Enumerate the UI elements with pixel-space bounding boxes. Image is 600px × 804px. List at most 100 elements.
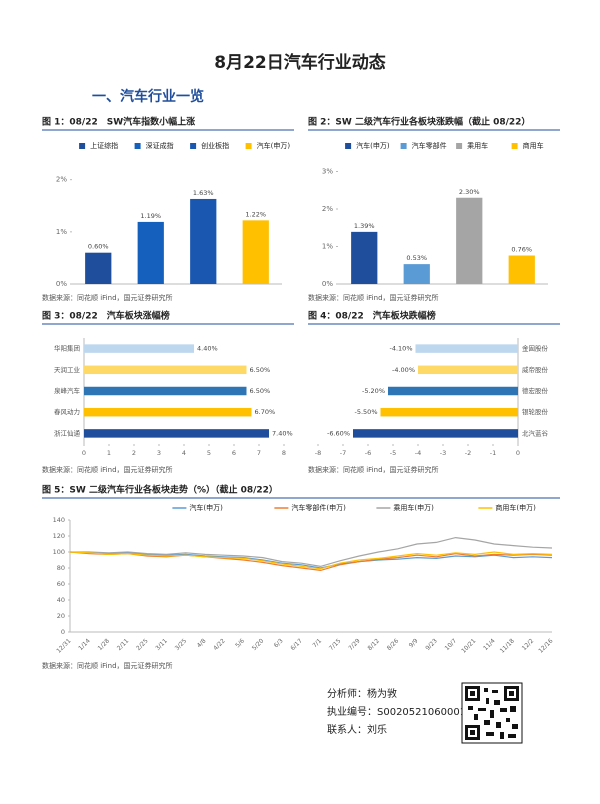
x-tick-label: 0 [516,449,520,457]
figure-title: 图 1：08/22 SW汽车指数小幅上涨 [42,116,196,128]
value-label: 4.40% [197,345,218,353]
value-label: 2.30% [459,188,480,196]
x-tick-label: 5/6 [234,637,246,649]
bar [84,407,252,417]
x-tick-label: 8/26 [386,637,401,652]
bar [380,407,518,417]
value-label: 1.39% [354,222,375,230]
legend-label: 上证综指 [90,141,118,150]
x-tick-label: 7 [257,449,261,457]
value-label: -5.50% [355,408,378,416]
x-tick-label: 2/25 [135,637,150,652]
legend-label: 乘用车 [467,141,488,150]
page-title: 8月22日汽车行业动态 [214,52,386,73]
x-tick-label: 11/4 [482,637,497,652]
y-tick-label: 40 [57,596,65,604]
x-tick-label: 6/3 [273,637,285,649]
x-tick-label: 3/25 [174,637,189,652]
value-label: 1.22% [245,210,266,218]
value-label: 6.50% [250,366,271,374]
x-tick-label: 2 [132,449,136,457]
category-label: 泉峰汽车 [54,386,81,395]
legend-swatch [190,143,197,149]
x-tick-label: -8 [315,449,321,457]
figure-source: 数据来源：同花顺 iFind，国元证券研究所 [308,293,439,302]
series-line [69,551,553,570]
legend-label: 汽车(申万) [189,503,223,512]
bar [415,344,518,353]
y-tick-label: 3% [322,168,333,176]
bar [456,197,483,284]
x-tick-label: 0 [82,449,86,457]
x-tick-label: 6/17 [289,637,304,652]
bar [351,231,378,284]
x-tick-label: 5 [207,449,211,457]
y-tick-label: 120 [53,532,65,540]
series-line [70,536,553,568]
category-label: 北汽蓝谷 [522,428,549,437]
bar [84,365,247,375]
figure-title: 图 5：SW 二级汽车行业各板块走势（%）（截止 08/22） [42,484,278,496]
category-label: 天润工业 [54,365,81,374]
legend-label: 汽车零部件 [412,141,447,150]
legend-label: 创业板指 [201,141,229,150]
y-tick-label: 1% [56,228,67,236]
legend-swatch [511,143,518,149]
figure-title: 图 3：08/22 汽车板块涨幅榜 [42,310,170,322]
y-tick-label: 0% [56,280,67,288]
x-tick-label: 12/16 [537,637,554,654]
category-label: 浙江仙通 [54,428,81,437]
y-tick-label: 20 [57,612,65,620]
x-tick-label: 8 [282,449,286,457]
bar [85,252,112,284]
legend-label: 汽车零部件(申万) [291,503,346,512]
legend-swatch [245,143,252,149]
bar [388,386,518,396]
x-tick-label: -1 [490,449,496,457]
x-tick-label: 4/22 [212,637,227,652]
bar [84,429,269,438]
contact: 联系人：刘乐 [327,724,387,736]
x-tick-label: 3/11 [154,637,169,652]
category-label: 金固股份 [522,344,549,353]
value-label: 6.70% [255,408,276,416]
value-label: 0.76% [511,246,532,254]
category-label: 春风动力 [54,407,80,416]
value-label: -5.20% [362,387,385,395]
x-tick-label: -3 [440,449,446,457]
y-tick-label: 2% [56,176,67,184]
bar [137,221,164,284]
value-label: -4.00% [392,366,415,374]
x-tick-label: 4 [182,449,186,457]
bar [353,429,518,438]
legend-label: 商用车(申万) [495,503,536,512]
legend-swatch [345,143,352,149]
x-tick-label: -4 [415,449,421,457]
legend-swatch [134,143,141,149]
category-label: 德宏股份 [522,386,549,395]
x-tick-label: 7/29 [347,637,362,652]
legend-swatch [400,143,407,149]
x-tick-label: 10/21 [460,637,477,654]
bar [242,220,269,284]
x-tick-label: 3 [157,449,161,457]
bar [403,264,430,284]
section-title: 一、汽车行业一览 [92,88,204,105]
category-label: 威帝股份 [522,365,549,374]
figure-title: 图 4：08/22 汽车板块跌幅榜 [308,310,436,322]
license: 执业编号：S0020521060001 [327,705,466,718]
x-tick-label: 7/1 [311,637,323,649]
x-tick-label: -5 [390,449,396,457]
x-tick-label: -2 [465,449,471,457]
y-tick-label: 0% [322,280,333,288]
category-label: 华阳集团 [54,344,80,353]
series-line [69,551,553,572]
x-tick-label: 12/31 [55,637,72,654]
figure-source: 数据来源：同花顺 iFind，国元证券研究所 [42,661,173,670]
bar [190,198,217,284]
x-tick-label: 9/23 [424,637,439,652]
value-label: 7.40% [272,429,293,437]
value-label: 0.60% [88,243,109,251]
value-label: 1.63% [193,189,214,197]
